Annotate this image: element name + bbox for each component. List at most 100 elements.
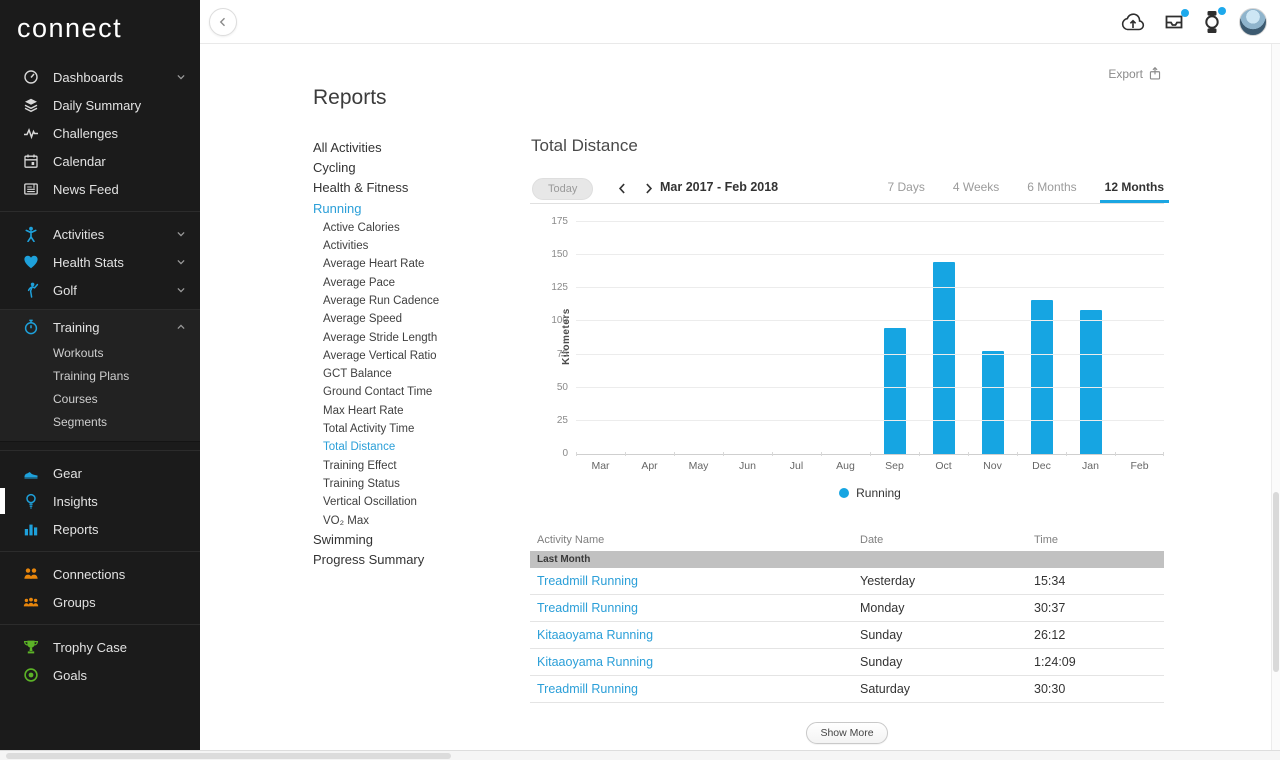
ytick-75: 75 xyxy=(556,348,568,360)
reports-nav-average-run-cadence[interactable]: Average Run Cadence xyxy=(323,294,440,307)
reports-nav-running[interactable]: Running xyxy=(313,200,362,216)
sidebar-item-label: Goals xyxy=(53,667,87,683)
activity-link[interactable]: Kitaaoyama Running xyxy=(537,655,654,669)
table-row: Kitaaoyama Running Sunday 1:24:09 xyxy=(530,649,1164,676)
sidebar-item-calendar[interactable]: Calendar xyxy=(0,147,200,175)
tab-7-days[interactable]: 7 Days xyxy=(887,180,925,194)
inbox-icon[interactable] xyxy=(1163,9,1189,32)
reports-nav-swimming[interactable]: Swimming xyxy=(313,531,373,547)
sidebar-subitem-workouts[interactable]: Workouts xyxy=(53,345,104,360)
reports-nav-average-vertical-ratio[interactable]: Average Vertical Ratio xyxy=(323,349,437,362)
horizontal-scrollbar[interactable] xyxy=(0,750,1280,760)
sidebar-item-challenges[interactable]: Challenges xyxy=(0,119,200,147)
sidebar-item-groups[interactable]: Groups xyxy=(0,588,200,616)
reports-nav-activities[interactable]: Activities xyxy=(323,240,369,253)
sidebar-subitem-training-plans[interactable]: Training Plans xyxy=(53,368,130,383)
xtick-feb: Feb xyxy=(1115,452,1164,472)
sidebar-expanded-section: Training Workouts Training Plans Courses Seg… xyxy=(0,309,200,442)
reports-nav-gct-balance[interactable]: GCT Balance xyxy=(323,368,392,381)
top-bar xyxy=(200,0,1280,44)
sidebar-item-trophy-case[interactable]: Trophy Case xyxy=(0,633,200,661)
bar-jan[interactable] xyxy=(1079,309,1102,454)
reports-nav-average-speed[interactable]: Average Speed xyxy=(323,313,403,326)
reports-nav-training-status[interactable]: Training Status xyxy=(323,477,400,490)
sidebar-item-reports[interactable]: Reports xyxy=(0,515,200,543)
vertical-scrollbar-thumb[interactable] xyxy=(1273,492,1279,672)
sidebar-item-label: Trophy Case xyxy=(53,639,127,655)
ytick-125: 125 xyxy=(551,282,568,294)
reports-nav-average-pace[interactable]: Average Pace xyxy=(323,276,396,289)
reports-nav-average-heart-rate[interactable]: Average Heart Rate xyxy=(323,258,425,271)
reports-nav-all-activities[interactable]: All Activities xyxy=(313,140,382,155)
sidebar-item-dashboards[interactable]: Dashboards xyxy=(0,63,200,91)
bar-cell-nov xyxy=(968,223,1017,454)
reports-nav-total-distance[interactable]: Total Distance xyxy=(323,441,396,454)
export-button[interactable]: Export xyxy=(1108,66,1162,81)
reports-nav-average-stride-length[interactable]: Average Stride Length xyxy=(323,331,438,344)
tab-6-months[interactable]: 6 Months xyxy=(1027,180,1077,194)
chevron-down-icon xyxy=(176,229,186,239)
avatar[interactable] xyxy=(1239,8,1267,36)
tab-12-months[interactable]: 12 Months xyxy=(1099,180,1170,203)
reports-nav-cycling[interactable]: Cycling xyxy=(313,160,356,176)
plot-area: 0 25 50 75 100 125 150 175 xyxy=(551,216,1164,459)
page-title: Reports xyxy=(313,86,387,109)
sidebar-item-connections[interactable]: Connections xyxy=(0,560,200,588)
vertical-scrollbar[interactable] xyxy=(1271,44,1280,750)
reports-nav-vo-max[interactable]: VO₂ Max xyxy=(323,514,369,527)
reports-nav-training-effect[interactable]: Training Effect xyxy=(323,459,397,472)
activity-time: 15:34 xyxy=(1034,574,1066,588)
sidebar-subitem-courses[interactable]: Courses xyxy=(53,391,98,406)
sidebar-item-training[interactable]: Training xyxy=(0,313,200,341)
column-activity-name: Activity Name xyxy=(537,533,605,546)
sidebar-group-3: Gear Insights Reports xyxy=(0,450,200,551)
activity-link[interactable]: Kitaaoyama Running xyxy=(537,628,654,642)
reports-nav-progress-summary[interactable]: Progress Summary xyxy=(313,551,425,567)
horizontal-scrollbar-thumb[interactable] xyxy=(6,753,451,759)
bar-dec[interactable] xyxy=(1030,300,1053,454)
sidebar-item-golf[interactable]: Golf xyxy=(0,276,200,304)
today-button[interactable]: Today xyxy=(532,178,594,200)
table-row: Treadmill Running Monday 30:37 xyxy=(530,595,1164,622)
device-watch-icon[interactable] xyxy=(1202,7,1226,34)
activity-link[interactable]: Treadmill Running xyxy=(537,574,638,588)
reports-nav-health-fitness[interactable]: Health & Fitness xyxy=(313,180,409,196)
reports-nav-vertical-oscillation[interactable]: Vertical Oscillation xyxy=(323,496,417,509)
sidebar-item-health-stats[interactable]: Health Stats xyxy=(0,248,200,276)
activity-link[interactable]: Treadmill Running xyxy=(537,601,638,615)
trophy-icon xyxy=(21,639,40,656)
bar-oct[interactable] xyxy=(932,261,955,454)
sidebar-item-gear[interactable]: Gear xyxy=(0,459,200,487)
activity-time: 30:30 xyxy=(1034,682,1066,696)
next-range-button[interactable] xyxy=(642,182,655,195)
ytick-150: 150 xyxy=(551,249,568,261)
sidebar-item-insights[interactable]: Insights xyxy=(0,487,200,515)
cloud-upload-icon[interactable] xyxy=(1120,11,1146,33)
sidebar-item-daily-summary[interactable]: Daily Summary xyxy=(0,91,200,119)
reports-nav-active-calories[interactable]: Active Calories xyxy=(323,221,400,234)
show-more-button[interactable]: Show More xyxy=(806,722,888,744)
reports-nav-ground-contact-time[interactable]: Ground Contact Time xyxy=(323,386,433,399)
reports-nav-max-heart-rate[interactable]: Max Heart Rate xyxy=(323,404,404,417)
sidebar-subitem-segments[interactable]: Segments xyxy=(53,414,108,429)
reports-nav-total-activity-time[interactable]: Total Activity Time xyxy=(323,423,415,436)
bar-nov[interactable] xyxy=(981,350,1004,454)
activity-link[interactable]: Treadmill Running xyxy=(537,682,638,696)
heart-icon xyxy=(21,254,40,271)
sidebar-item-goals[interactable]: Goals xyxy=(0,661,200,689)
prev-range-button[interactable] xyxy=(616,182,629,195)
bars-container xyxy=(576,223,1164,454)
activity-date: Yesterday xyxy=(860,574,916,588)
tab-4-weeks[interactable]: 4 Weeks xyxy=(952,180,1000,194)
pulse-icon xyxy=(21,125,40,142)
sidebar-item-news-feed[interactable]: News Feed xyxy=(0,175,200,203)
back-button[interactable] xyxy=(209,8,237,36)
activity-date: Monday xyxy=(860,601,905,615)
chart-title: Total Distance xyxy=(531,136,638,155)
table-rows: Treadmill Running Yesterday 15:34 Treadmill… xyxy=(530,568,1164,703)
xtick-jan: Jan xyxy=(1066,452,1115,472)
sidebar-item-label: Training xyxy=(53,319,100,335)
bar-sep[interactable] xyxy=(883,328,906,454)
sidebar-item-activities[interactable]: Activities xyxy=(0,220,200,248)
